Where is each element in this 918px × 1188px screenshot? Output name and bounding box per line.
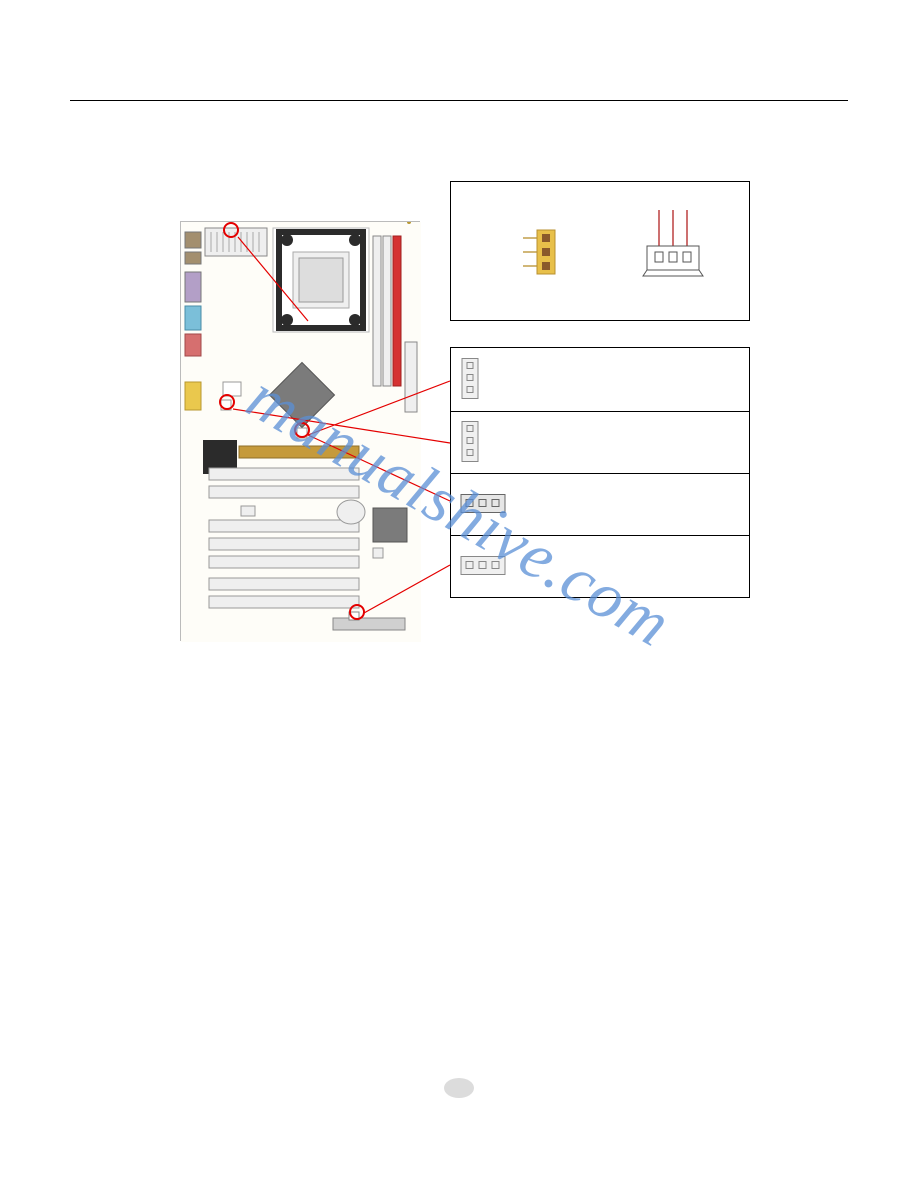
connector-svg [451, 182, 751, 322]
connector-icon [459, 490, 507, 519]
table-row [450, 412, 750, 474]
connector-table [450, 347, 750, 598]
table-row [450, 347, 750, 412]
connector-icon [459, 356, 483, 403]
page: manualshive.com [0, 0, 918, 1188]
marker-circle [294, 422, 310, 438]
marker-circle [223, 222, 239, 238]
table-row [450, 536, 750, 598]
connector-icon [459, 552, 507, 581]
connector-illustration-box [450, 181, 750, 321]
table-row [450, 474, 750, 536]
motherboard-diagram [180, 221, 420, 641]
marker-circle [219, 394, 235, 410]
marker-circle [349, 604, 365, 620]
header-divider [70, 100, 848, 101]
connector-icon [459, 419, 483, 466]
page-number-badge [444, 1078, 474, 1098]
